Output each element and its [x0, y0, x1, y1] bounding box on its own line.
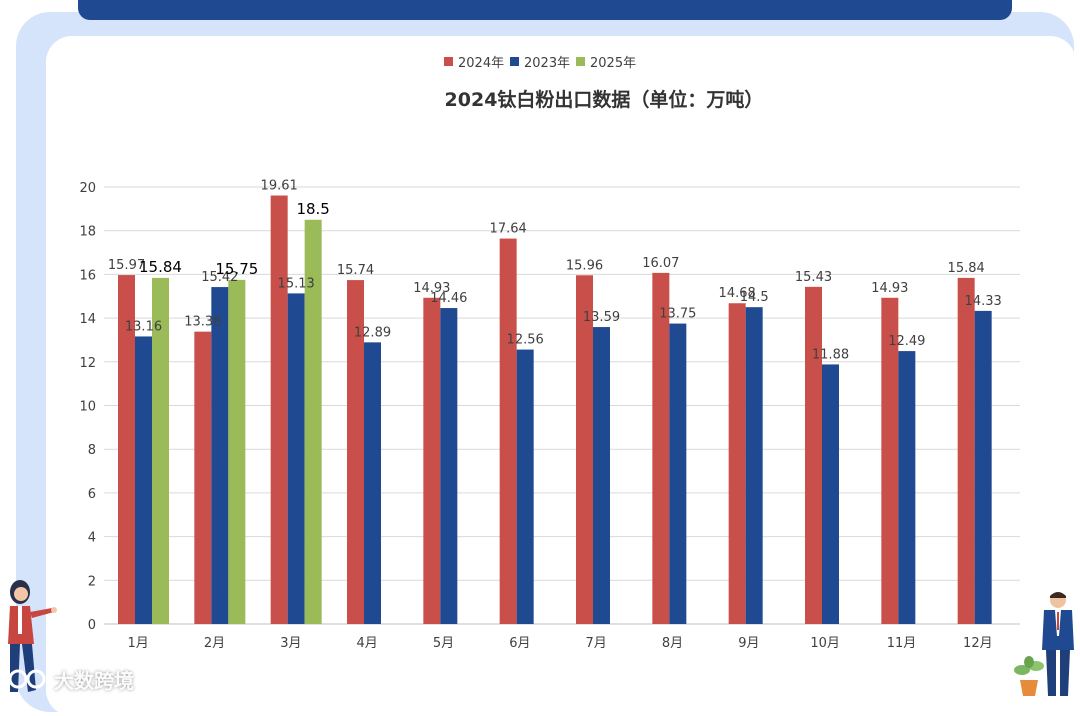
bar-2023年-1月	[135, 336, 152, 624]
bar-2024年-1月	[118, 275, 135, 624]
bar-2024年-11月	[881, 297, 899, 624]
watermark-text: 大数跨境	[54, 668, 134, 693]
data-label: 15.42	[201, 270, 238, 285]
bar-2025年-1月	[152, 277, 169, 624]
chart-title: 2024钛白粉出口数据（单位：万吨）	[445, 88, 764, 111]
potted-plant-icon	[1014, 656, 1044, 696]
chart-legend: 2024年 2023年 2025年	[444, 56, 636, 71]
y-tick-label: 6	[88, 487, 96, 502]
presenter-woman-figure	[8, 580, 57, 692]
bar-2023年-6月	[516, 349, 534, 624]
bar-2023年-9月	[745, 307, 763, 624]
legend-label: 2025年	[590, 56, 636, 71]
data-label: 13.75	[659, 307, 696, 322]
legend-label: 2024年	[458, 56, 504, 71]
ip-logo-icon	[8, 669, 46, 689]
data-label: 15.84	[139, 258, 182, 276]
data-label: 14.33	[965, 294, 1002, 309]
chart-gridlines	[104, 186, 1020, 625]
legend-swatch	[576, 57, 585, 66]
bar-2023年-2月	[211, 287, 229, 624]
data-label: 15.96	[566, 258, 603, 273]
x-tick-label: 1月	[128, 636, 149, 651]
y-tick-label: 2	[88, 574, 96, 589]
x-tick-label: 4月	[357, 636, 378, 651]
data-label: 14.46	[430, 291, 467, 306]
x-axis-ticks: 1月 2月 3月 4月 5月 6月 7月 8月 9月 10月 11月 12月	[128, 636, 993, 651]
bar-2024年-5月	[423, 297, 441, 624]
data-label: 15.13	[278, 276, 315, 291]
data-label: 15.97	[108, 258, 145, 273]
bar-2023年-11月	[898, 351, 916, 624]
data-label: 14.93	[413, 281, 450, 296]
bar-2025年-3月	[304, 219, 322, 624]
data-label: 17.64	[490, 222, 527, 237]
data-label: 15.74	[337, 263, 374, 278]
data-label: 15.84	[948, 261, 985, 276]
bar-2023年-3月	[287, 293, 305, 624]
data-label: 14.68	[719, 286, 756, 301]
x-tick-label: 11月	[887, 636, 917, 651]
bar-2023年-5月	[440, 308, 458, 624]
x-tick-label: 9月	[738, 636, 759, 651]
data-label: 12.49	[888, 334, 925, 349]
data-label: 13.59	[583, 310, 620, 325]
bar-2024年-10月	[805, 286, 822, 624]
y-axis-ticks: 0 2 4 6 8 10 12 14 16 18 20	[79, 181, 96, 633]
bar-2025年-2月	[228, 279, 246, 624]
bar-2023年-8月	[669, 323, 687, 624]
bar-2024年-4月	[347, 280, 364, 624]
data-label: 13.16	[125, 319, 162, 334]
data-label: 14.93	[871, 281, 908, 296]
chart-bars	[118, 195, 992, 625]
x-tick-label: 8月	[662, 636, 683, 651]
bar-chart: 2024年 2023年 2025年 2024钛白粉出口数据（单位：万吨） 0 2 4 6 8…	[79, 56, 1020, 651]
bar-2024年-3月	[270, 195, 288, 625]
bar-2024年-12月	[957, 277, 975, 624]
legend-swatch	[510, 57, 519, 66]
top-banner-bar	[78, 0, 1012, 20]
bar-2023年-7月	[593, 327, 610, 624]
y-tick-label: 18	[79, 225, 96, 240]
y-tick-label: 4	[88, 531, 96, 546]
y-tick-label: 16	[79, 268, 96, 283]
y-tick-label: 10	[79, 400, 96, 415]
bar-2023年-12月	[974, 310, 992, 624]
x-tick-label: 5月	[433, 636, 454, 651]
x-tick-label: 7月	[586, 636, 607, 651]
y-tick-label: 20	[79, 181, 96, 196]
data-label: 15.43	[795, 270, 832, 285]
businessman-figure	[1042, 592, 1074, 696]
y-tick-label: 0	[88, 618, 96, 633]
x-tick-label: 12月	[963, 636, 993, 651]
data-label: 11.88	[812, 347, 849, 362]
y-tick-label: 12	[79, 356, 96, 371]
y-tick-label: 14	[79, 312, 96, 327]
x-tick-label: 10月	[810, 636, 840, 651]
data-label: 13.38	[184, 315, 221, 330]
data-label: 16.07	[642, 256, 679, 271]
bar-2024年-7月	[576, 275, 593, 624]
bar-2024年-6月	[499, 238, 517, 625]
bar-2024年-2月	[194, 331, 212, 624]
data-label: 12.89	[354, 325, 391, 340]
legend-swatch	[444, 57, 453, 66]
bar-2023年-10月	[822, 364, 839, 624]
x-tick-label: 2月	[204, 636, 225, 651]
watermark: 大数跨境	[6, 664, 166, 694]
y-tick-label: 8	[88, 443, 96, 458]
data-label: 12.56	[507, 333, 544, 348]
bar-2023年-4月	[364, 342, 381, 624]
data-label: 19.61	[261, 179, 298, 194]
bar-2024年-9月	[728, 303, 746, 624]
data-label: 14.5	[740, 290, 769, 305]
x-tick-label: 3月	[280, 636, 301, 651]
legend-label: 2023年	[524, 56, 570, 71]
x-tick-label: 6月	[509, 636, 530, 651]
data-label: 18.5	[296, 200, 329, 218]
data-label: 15.75	[215, 260, 258, 278]
bar-2024年-8月	[652, 272, 670, 624]
